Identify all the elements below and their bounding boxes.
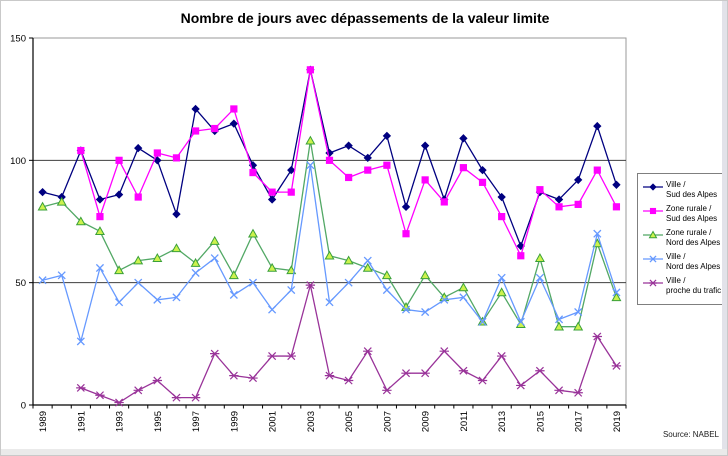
chart-title: Nombre de jours avec dépassements de la … bbox=[180, 10, 550, 26]
legend-marker-x-icon bbox=[643, 255, 663, 263]
svg-text:2017: 2017 bbox=[574, 411, 585, 432]
svg-text:150: 150 bbox=[10, 34, 26, 45]
window-edge-right bbox=[722, 1, 727, 455]
series-ville-proche-du-trafic bbox=[76, 281, 622, 407]
x-axis: 1989 1991 1993 1995 1997 1999 2001 2003 2005 2007… bbox=[32, 405, 627, 432]
svg-text:2015: 2015 bbox=[535, 411, 546, 432]
window-edge-bottom bbox=[1, 449, 727, 455]
svg-text:2009: 2009 bbox=[421, 411, 432, 432]
legend-label: Zone rurale / Sud des Alpes bbox=[666, 204, 718, 223]
legend-entry-ville-sud-des-alpes: Ville / Sud des Alpes bbox=[642, 180, 723, 199]
chart-legend: Ville / Sud des Alpes Zone rurale / Sud … bbox=[637, 173, 724, 305]
svg-text:1999: 1999 bbox=[229, 411, 240, 432]
legend-label: Ville / Sud des Alpes bbox=[666, 180, 718, 199]
svg-text:1997: 1997 bbox=[191, 411, 202, 432]
legend-marker-xdash-icon bbox=[643, 279, 663, 287]
legend-entry-ville-proche-du-trafic: Ville / proche du trafic bbox=[642, 276, 723, 295]
svg-text:2011: 2011 bbox=[459, 411, 470, 431]
svg-text:2003: 2003 bbox=[306, 411, 317, 432]
svg-text:2005: 2005 bbox=[344, 411, 355, 432]
legend-entry-zone-rurale-nord-des-alpes: Zone rurale / Nord des Alpes bbox=[642, 228, 723, 247]
svg-text:1993: 1993 bbox=[115, 411, 126, 432]
legend-entry-ville-nord-des-alpes: Ville / Nord des Alpes bbox=[642, 252, 723, 271]
legend-label: Ville / Nord des Alpes bbox=[666, 252, 721, 271]
series-ville-nord-des-alpes bbox=[38, 161, 621, 346]
svg-text:100: 100 bbox=[10, 156, 26, 167]
y-axis: 0 50 100 150 bbox=[10, 34, 33, 412]
legend-marker-diamond-icon bbox=[643, 183, 663, 191]
svg-text:50: 50 bbox=[15, 278, 26, 289]
svg-text:1989: 1989 bbox=[38, 411, 49, 432]
series-zone-rurale-sud-des-alpes bbox=[77, 66, 621, 260]
source-label: Source: NABEL bbox=[662, 430, 719, 439]
series-zone-rurale-nord-des-alpes bbox=[37, 135, 622, 331]
legend-entry-zone-rurale-sud-des-alpes: Zone rurale / Sud des Alpes bbox=[642, 204, 723, 223]
legend-label: Zone rurale / Nord des Alpes bbox=[666, 228, 721, 247]
svg-text:2019: 2019 bbox=[612, 411, 623, 432]
legend-marker-triangle-icon bbox=[643, 230, 663, 239]
legend-label: Ville / proche du trafic bbox=[666, 276, 722, 295]
legend-marker-square-icon bbox=[643, 207, 663, 215]
svg-text:2007: 2007 bbox=[382, 411, 393, 432]
svg-text:2013: 2013 bbox=[497, 411, 508, 432]
svg-text:2001: 2001 bbox=[268, 411, 279, 432]
svg-text:1995: 1995 bbox=[153, 411, 164, 432]
svg-text:0: 0 bbox=[21, 401, 26, 412]
svg-text:1991: 1991 bbox=[76, 411, 87, 432]
